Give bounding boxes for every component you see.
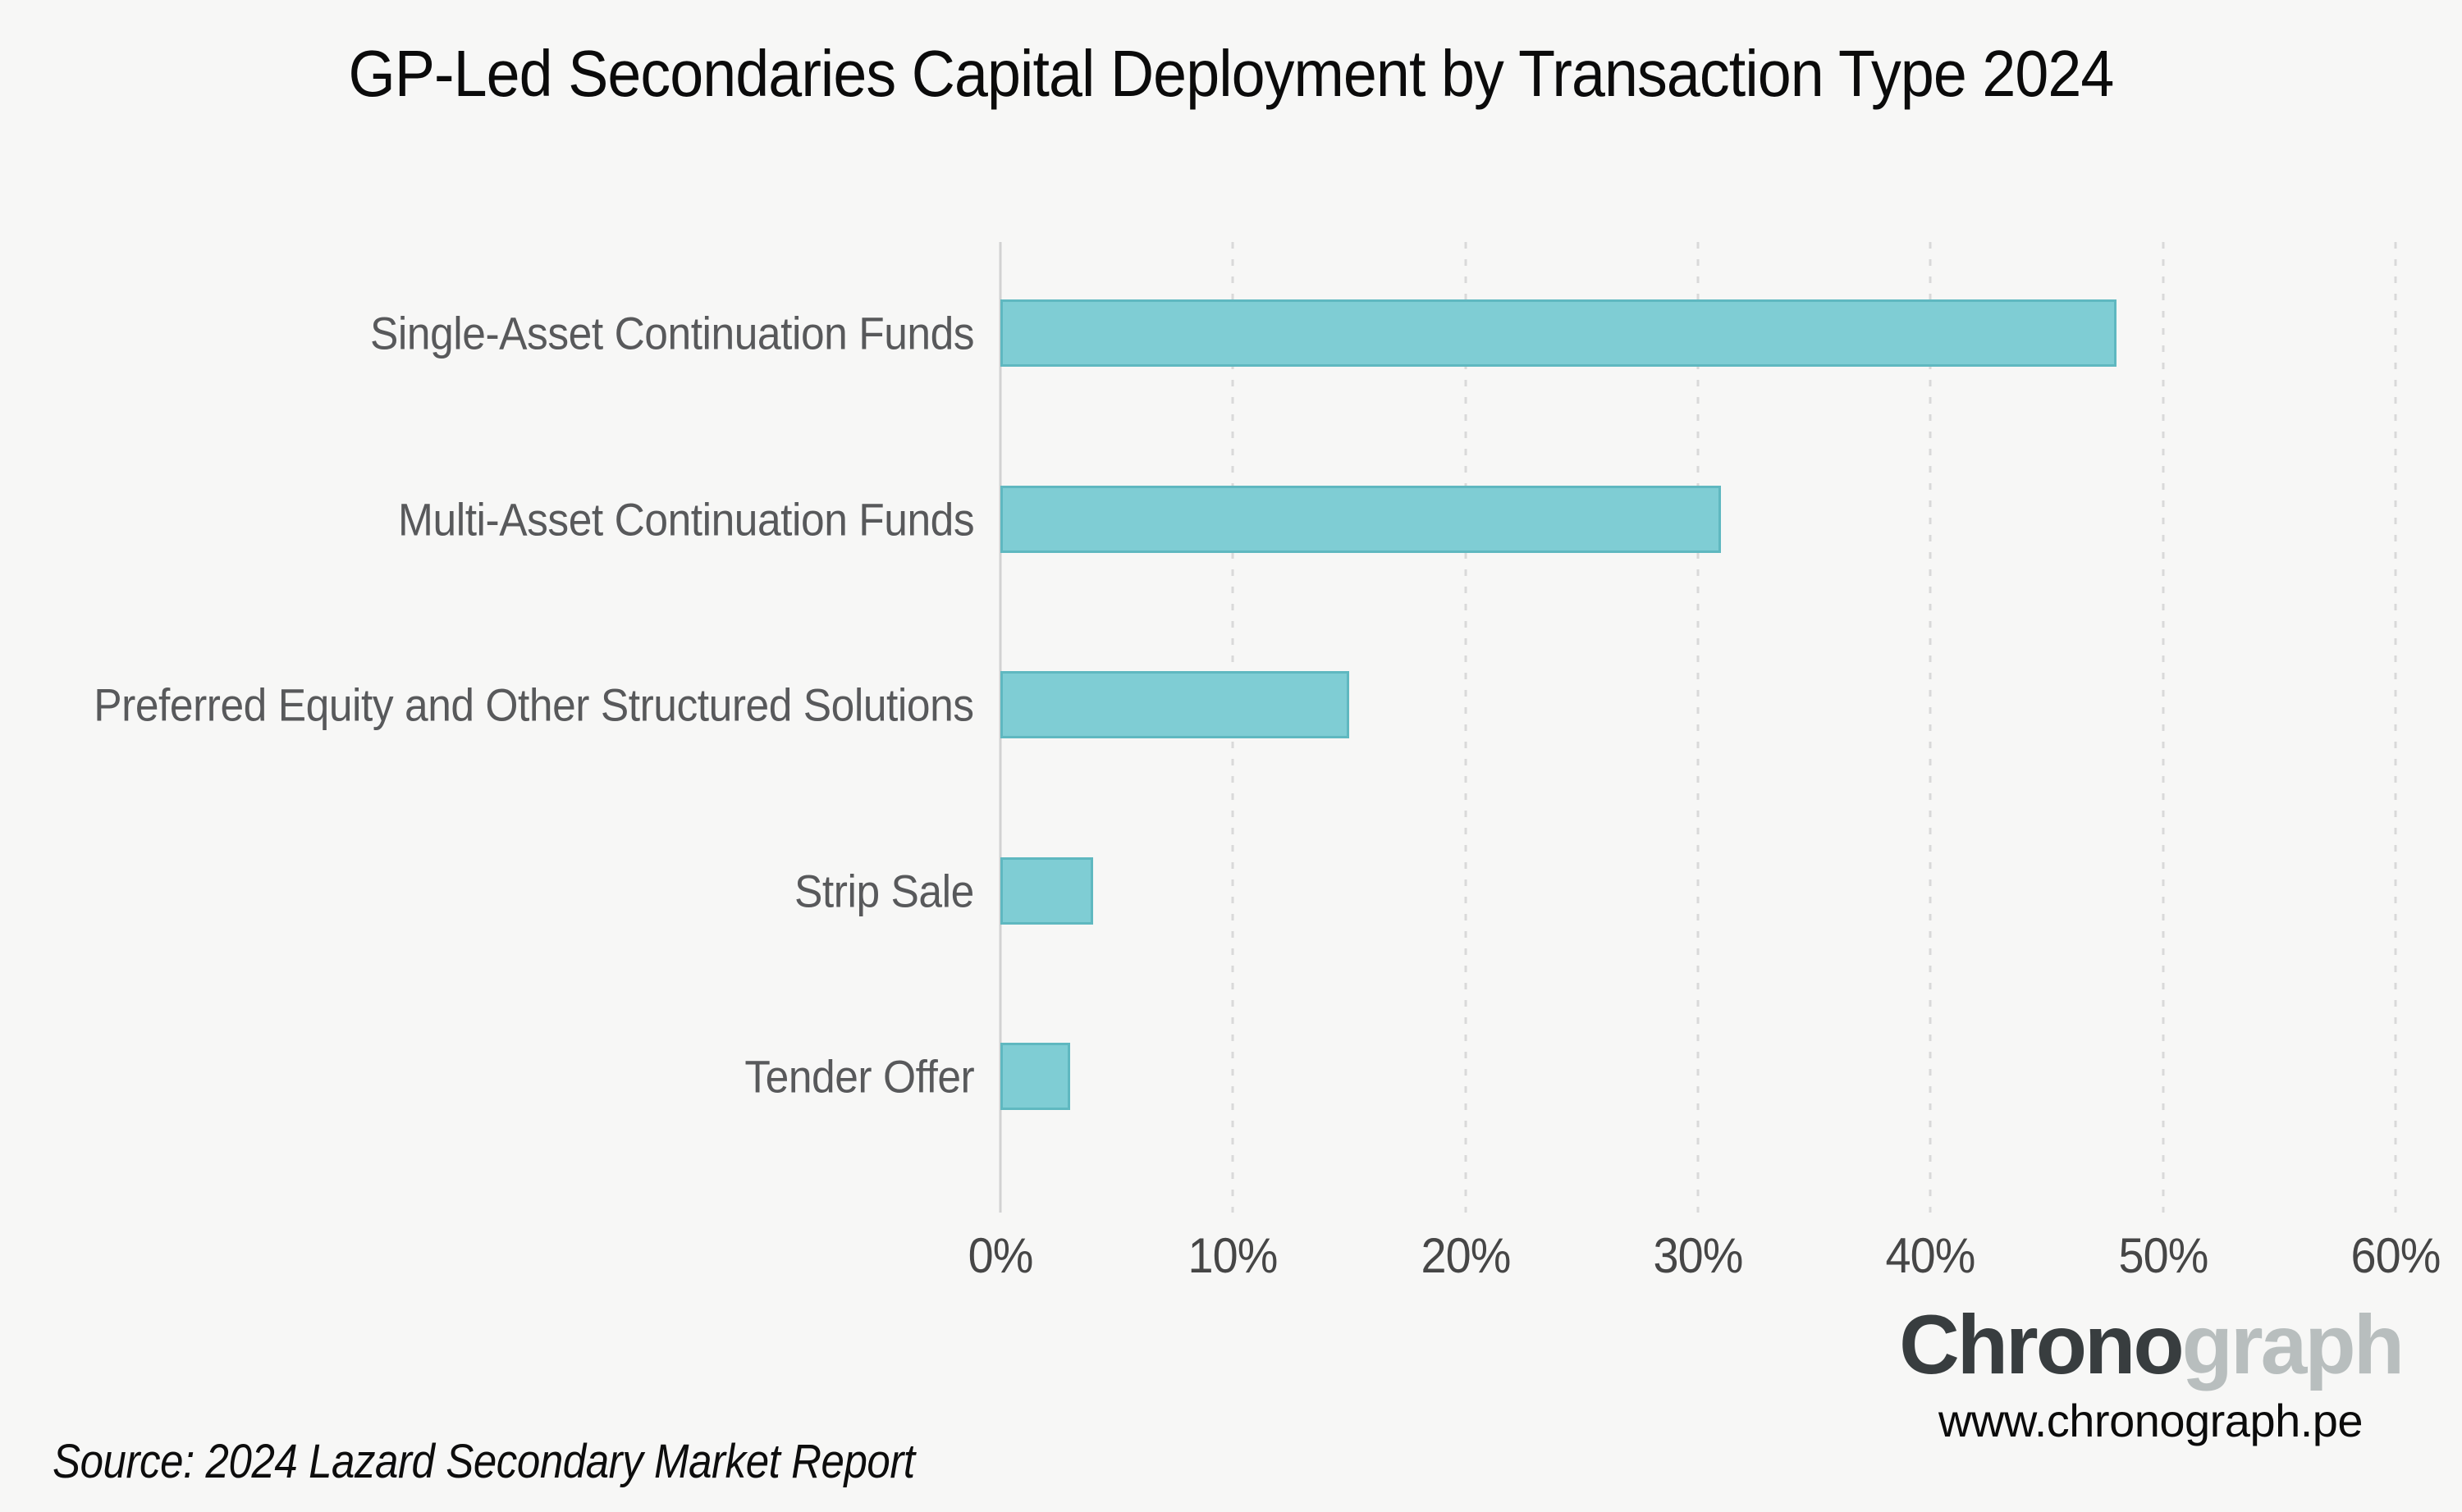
x-tick-label: 60% bbox=[2350, 1228, 2441, 1283]
gridline bbox=[1929, 242, 1932, 1213]
bar bbox=[1000, 299, 2116, 367]
x-tick-label: 40% bbox=[1885, 1228, 1976, 1283]
footer-brand: Chronograph www.chronograph.pe bbox=[1899, 1298, 2405, 1447]
website-url: www.chronograph.pe bbox=[1938, 1395, 2364, 1447]
x-axis: 0% 10% 20% 30% 40% 50% 60% bbox=[968, 1213, 2441, 1311]
bar bbox=[1000, 671, 1349, 738]
plot-area bbox=[999, 242, 2397, 1213]
gridline bbox=[2394, 242, 2397, 1213]
x-tick-label: 10% bbox=[1188, 1228, 1279, 1283]
x-tick-label: 30% bbox=[1653, 1228, 1744, 1283]
bar bbox=[1000, 1043, 1070, 1110]
gridline bbox=[1464, 242, 1467, 1213]
logo-text-graph: graph bbox=[2181, 1298, 2405, 1391]
gridline bbox=[1696, 242, 1700, 1213]
x-tick-label: 50% bbox=[2118, 1228, 2208, 1283]
bar bbox=[1000, 485, 1722, 553]
chart-title: GP-Led Secondaries Capital Deployment by… bbox=[348, 37, 2115, 110]
x-tick-label: 20% bbox=[1421, 1228, 1511, 1283]
x-tick-label: 0% bbox=[968, 1228, 1034, 1283]
chronograph-logo: Chronograph bbox=[1899, 1298, 2405, 1391]
bar bbox=[1000, 856, 1094, 925]
logo-text-chrono: Chrono bbox=[1899, 1298, 2185, 1391]
category-label: Single-Asset Continuation Funds bbox=[369, 307, 975, 359]
category-label: Strip Sale bbox=[794, 865, 974, 916]
category-label: Multi-Asset Continuation Funds bbox=[397, 493, 975, 545]
source-note: Source: 2024 Lazard Secondary Market Rep… bbox=[53, 1435, 915, 1488]
category-label: Tender Offer bbox=[744, 1050, 974, 1103]
gridline bbox=[2162, 242, 2165, 1213]
category-label: Preferred Equity and Other Structured So… bbox=[94, 678, 975, 731]
